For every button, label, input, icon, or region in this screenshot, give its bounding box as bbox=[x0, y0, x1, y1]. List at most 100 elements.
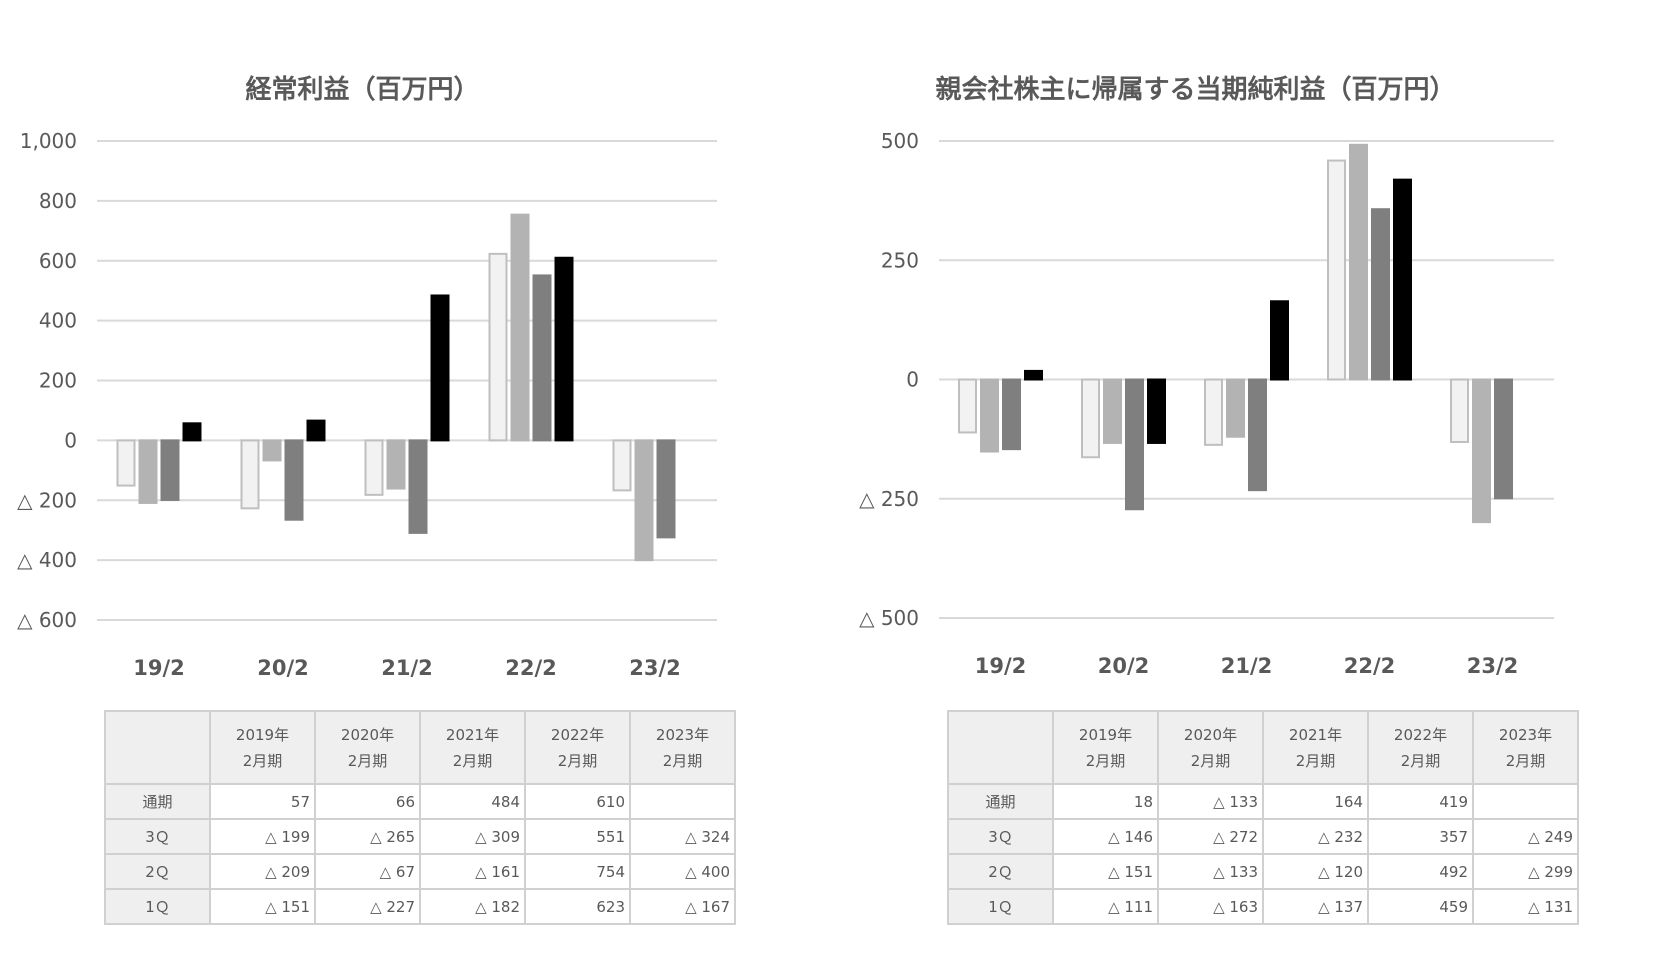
bar-19-2-2Q bbox=[138, 439, 158, 504]
table-cell: △ 151 bbox=[209, 888, 316, 925]
table-row-label: 通期 bbox=[104, 783, 211, 820]
bar-19-2-1Q bbox=[958, 378, 977, 434]
bar-20-2-1Q bbox=[240, 439, 260, 510]
table-cell: △ 324 bbox=[629, 818, 736, 855]
bar-22-2-3Q bbox=[1371, 208, 1390, 381]
table-cell: △ 67 bbox=[314, 853, 421, 890]
x-category-label: 22/2 bbox=[505, 656, 557, 680]
y-tick-label: △ 200 bbox=[17, 488, 77, 512]
table-cell bbox=[629, 783, 736, 820]
table-column-header: 2019年 2月期 bbox=[209, 710, 316, 785]
table-header-row: 2019年 2月期 2020年 2月期 2021年 2月期 2022年 2月期 2023年 2月期 bbox=[947, 710, 1579, 785]
table-row: 3Ｑ △ 199 △ 265 △ 309 551 △ 324 bbox=[104, 818, 736, 855]
column-period: 2月期 bbox=[1190, 751, 1231, 770]
ordinary-income-title: 経常利益（百万円） bbox=[245, 75, 480, 105]
bar-20-2-2Q bbox=[262, 439, 282, 462]
column-year: 2021年 bbox=[1288, 725, 1343, 744]
bar-21-2-3Q bbox=[1248, 378, 1267, 492]
table-row: 通期 18 △ 133 164 419 bbox=[947, 783, 1579, 820]
bar-23-2-1Q bbox=[1450, 378, 1469, 443]
y-tick-label: 600 bbox=[39, 249, 77, 273]
column-year: 2023年 bbox=[655, 725, 710, 744]
column-year: 2022年 bbox=[550, 725, 605, 744]
table-column-header: 2020年 2月期 bbox=[1157, 710, 1264, 785]
column-period: 2月期 bbox=[557, 751, 598, 770]
column-year: 2020年 bbox=[340, 725, 395, 744]
bar-20-2-3Q bbox=[1125, 378, 1144, 511]
table-cell: △ 272 bbox=[1157, 818, 1264, 855]
table-cell: △ 133 bbox=[1157, 783, 1264, 820]
table-cell: △ 161 bbox=[419, 853, 526, 890]
table-row-label: 通期 bbox=[947, 783, 1054, 820]
net-income-chart: 500 250 0 △ 250 △ 500 19/2 20/2 21/2 22/2 23/2 bbox=[859, 129, 1554, 678]
table-cell: △ 249 bbox=[1472, 818, 1579, 855]
x-category-label: 21/2 bbox=[381, 656, 433, 680]
y-tick-label: 500 bbox=[881, 129, 919, 153]
column-period: 2月期 bbox=[1295, 751, 1336, 770]
x-category-label: 20/2 bbox=[1098, 654, 1150, 678]
column-period: 2月期 bbox=[1085, 751, 1126, 770]
bar-22-2-2Q bbox=[1349, 143, 1368, 381]
table-row: 1Ｑ △ 111 △ 163 △ 137 459 △ 131 bbox=[947, 888, 1579, 925]
table-cell: △ 182 bbox=[419, 888, 526, 925]
table-cell: 419 bbox=[1367, 783, 1474, 820]
table-column-header: 2021年 2月期 bbox=[1262, 710, 1369, 785]
table-row: 通期 57 66 484 610 bbox=[104, 783, 736, 820]
column-year: 2022年 bbox=[1393, 725, 1448, 744]
bar-20-2-3Q bbox=[284, 439, 304, 521]
bar-19-2-通期 bbox=[1024, 369, 1043, 381]
table-cell: △ 227 bbox=[314, 888, 421, 925]
net-income-table: 2019年 2月期 2020年 2月期 2021年 2月期 2022年 2月期 2023年 2月期… bbox=[947, 710, 1579, 925]
table-cell: 610 bbox=[524, 783, 631, 820]
ordinary-income-panel: 経常利益（百万円） 1,000 800 600 400 200 0 △ 200 △ 400 △ … bbox=[17, 75, 736, 925]
table-row-label: 3Ｑ bbox=[947, 818, 1054, 855]
table-cell: △ 120 bbox=[1262, 853, 1369, 890]
table-cell: 484 bbox=[419, 783, 526, 820]
y-tick-label: 200 bbox=[39, 369, 77, 393]
bar-19-2-3Q bbox=[160, 439, 180, 501]
bar-23-2-3Q bbox=[656, 439, 676, 539]
table-cell: △ 146 bbox=[1052, 818, 1159, 855]
table-row: 1Ｑ △ 151 △ 227 △ 182 623 △ 167 bbox=[104, 888, 736, 925]
bar-19-2-通期 bbox=[182, 422, 202, 442]
bar-21-2-2Q bbox=[1226, 378, 1245, 438]
column-year: 2020年 bbox=[1183, 725, 1238, 744]
column-period: 2月期 bbox=[1505, 751, 1546, 770]
y-tick-label: 0 bbox=[64, 428, 77, 452]
table-cell: △ 400 bbox=[629, 853, 736, 890]
table-cell: △ 111 bbox=[1052, 888, 1159, 925]
table-column-header: 2019年 2月期 bbox=[1052, 710, 1159, 785]
table-cell: △ 309 bbox=[419, 818, 526, 855]
bar-21-2-1Q bbox=[1204, 378, 1223, 446]
table-cell: △ 163 bbox=[1157, 888, 1264, 925]
bar-22-2-通期 bbox=[554, 256, 574, 442]
bar-20-2-1Q bbox=[1081, 378, 1100, 459]
table-row: 2Ｑ △ 209 △ 67 △ 161 754 △ 400 bbox=[104, 853, 736, 890]
table-cell: △ 199 bbox=[209, 818, 316, 855]
bar-22-2-2Q bbox=[510, 213, 530, 442]
x-category-label: 19/2 bbox=[133, 656, 185, 680]
table-row-label: 3Ｑ bbox=[104, 818, 211, 855]
y-tick-label: 800 bbox=[39, 189, 77, 213]
column-period: 2月期 bbox=[347, 751, 388, 770]
table-corner-cell bbox=[104, 710, 211, 785]
bar-21-2-1Q bbox=[364, 439, 384, 496]
y-tick-label: △ 250 bbox=[859, 487, 919, 511]
table-cell: △ 265 bbox=[314, 818, 421, 855]
bar-21-2-2Q bbox=[386, 439, 406, 490]
ordinary-income-table: 2019年 2月期 2020年 2月期 2021年 2月期 2022年 2月期 2023年 2月期… bbox=[104, 710, 736, 925]
table-cell: △ 151 bbox=[1052, 853, 1159, 890]
bar-22-2-通期 bbox=[1393, 178, 1412, 381]
bar-23-2-2Q bbox=[1472, 378, 1491, 524]
table-cell: 18 bbox=[1052, 783, 1159, 820]
bar-20-2-通期 bbox=[306, 419, 326, 442]
x-category-label: 22/2 bbox=[1344, 654, 1396, 678]
column-year: 2023年 bbox=[1498, 725, 1553, 744]
x-category-label: 23/2 bbox=[1467, 654, 1519, 678]
table-cell: 164 bbox=[1262, 783, 1369, 820]
ordinary-income-chart: 1,000 800 600 400 200 0 △ 200 △ 400 △ 600 19/2 20/… bbox=[17, 129, 717, 680]
column-year: 2021年 bbox=[445, 725, 500, 744]
x-category-label: 21/2 bbox=[1221, 654, 1273, 678]
table-column-header: 2022年 2月期 bbox=[524, 710, 631, 785]
bar-23-2-3Q bbox=[1494, 378, 1513, 500]
